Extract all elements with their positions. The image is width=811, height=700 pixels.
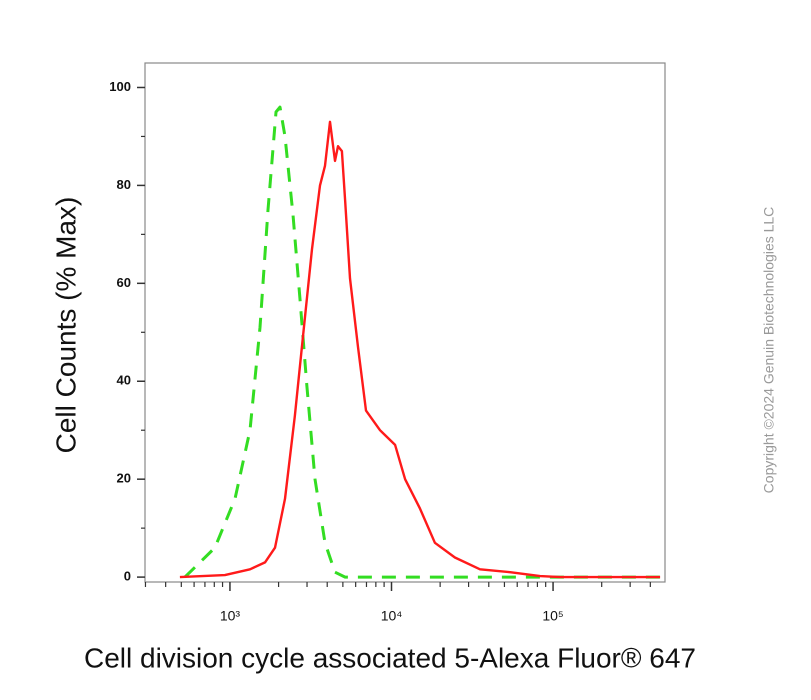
y-axis-label: Cell Counts (% Max)	[50, 197, 81, 454]
y-tick-label: 80	[117, 177, 131, 192]
watermark: Copyright ©2024 Genuin Biotechnologies L…	[761, 207, 777, 494]
plot-frame	[144, 62, 666, 583]
y-tick-label: 60	[117, 275, 131, 290]
y-tick-label: 40	[117, 373, 131, 388]
y-tick-label: 0	[124, 569, 131, 584]
x-tick-label: 10⁵	[542, 608, 563, 624]
y-tick-label: 100	[109, 79, 131, 94]
x-tick-label: 10⁴	[381, 608, 403, 624]
x-axis-label: Cell division cycle associated 5-Alexa F…	[84, 642, 696, 673]
y-tick-label: 20	[117, 471, 131, 486]
series-line	[183, 105, 661, 579]
x-tick-label: 10³	[220, 608, 241, 624]
series-line	[179, 120, 661, 579]
